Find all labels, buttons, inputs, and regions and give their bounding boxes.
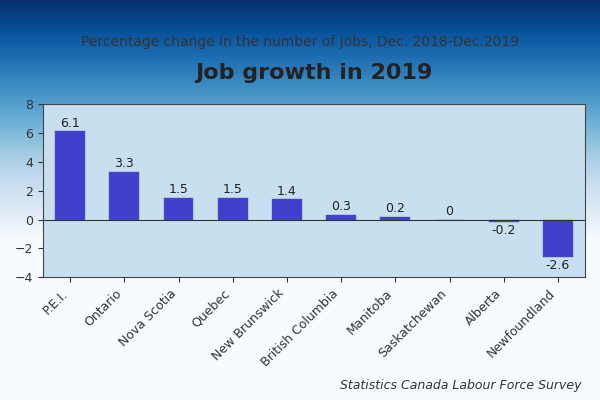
- Text: -0.2: -0.2: [491, 224, 516, 237]
- Bar: [326, 215, 356, 220]
- Text: -2.6: -2.6: [546, 259, 570, 272]
- Text: 0.3: 0.3: [331, 200, 351, 214]
- Bar: [272, 199, 302, 220]
- Text: 1.5: 1.5: [223, 183, 243, 196]
- Bar: [55, 132, 85, 220]
- Bar: [543, 220, 573, 257]
- Bar: [109, 172, 139, 220]
- Text: Statistics Canada Labour Force Survey: Statistics Canada Labour Force Survey: [341, 379, 582, 392]
- Bar: [489, 220, 518, 222]
- Bar: [218, 198, 248, 220]
- Bar: [380, 217, 410, 220]
- Text: 6.1: 6.1: [61, 117, 80, 130]
- Bar: [164, 198, 193, 220]
- Text: 3.3: 3.3: [115, 157, 134, 170]
- Title: Job growth in 2019: Job growth in 2019: [196, 63, 433, 83]
- Text: Percentage change in the number of jobs, Dec. 2018-Dec.2019: Percentage change in the number of jobs,…: [81, 35, 519, 49]
- Text: 0: 0: [446, 205, 454, 218]
- Text: 0.2: 0.2: [385, 202, 405, 215]
- Text: 1.4: 1.4: [277, 184, 297, 198]
- Text: 1.5: 1.5: [169, 183, 188, 196]
